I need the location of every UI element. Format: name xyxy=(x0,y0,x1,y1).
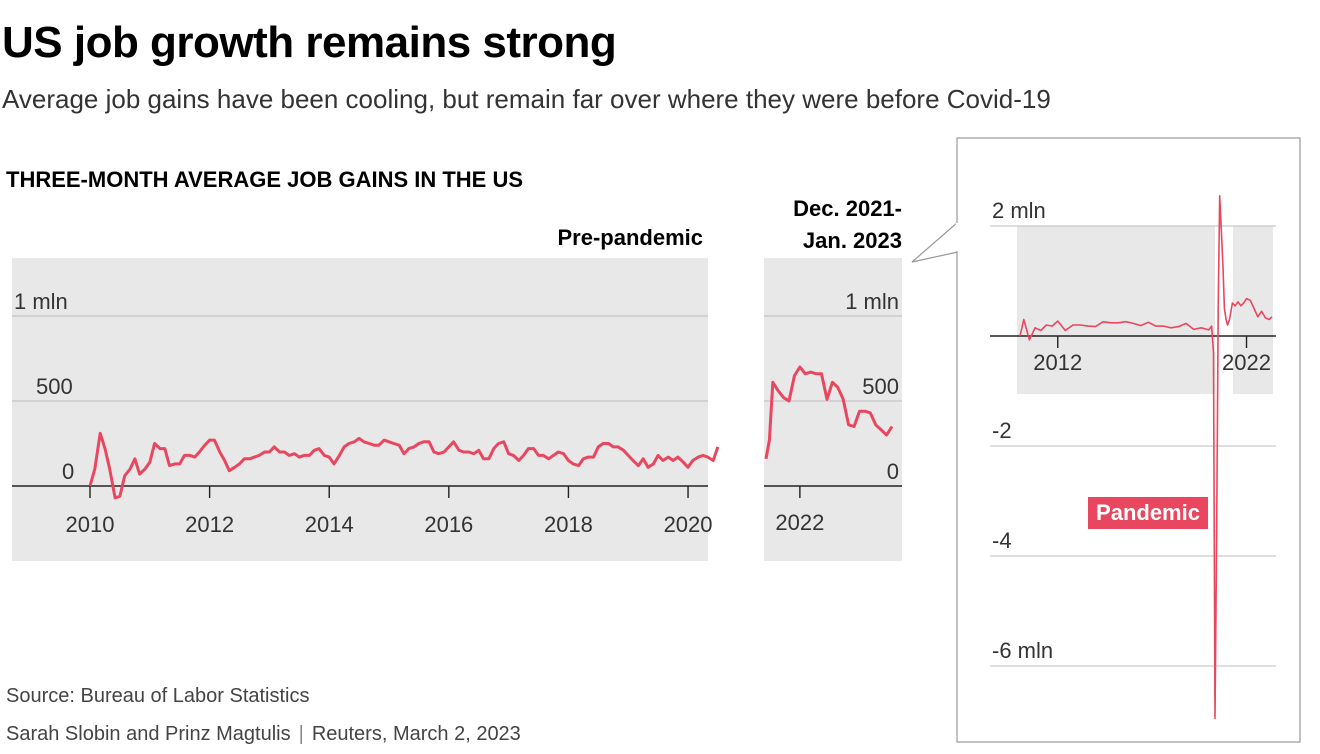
pre-y-tick-label: 0 xyxy=(62,459,74,484)
credit-separator: | xyxy=(298,723,304,745)
full-y-tick-label: 2 mln xyxy=(992,198,1046,223)
recent-y-tick-label: 500 xyxy=(862,374,899,399)
credit-line: Sarah Slobin and Prinz Magtulis | Reuters,… xyxy=(6,723,521,746)
chart-full-series: 2 mln -2 -4 -6 mln 2012 2022 Pandemic xyxy=(911,137,1301,743)
section-label: THREE-MONTH AVERAGE JOB GAINS IN THE US xyxy=(6,167,524,192)
full-shade-pre xyxy=(1017,226,1215,394)
pre-x-tick-label: 2010 xyxy=(66,512,115,537)
recent-title-line: Jan. 2023 xyxy=(803,228,902,253)
pre-pandemic-panel-bg xyxy=(12,258,708,561)
callout-pointer xyxy=(911,221,959,263)
full-x-tick-label: 2022 xyxy=(1222,350,1271,375)
pre-pandemic-title: Pre-pandemic xyxy=(558,225,704,250)
pandemic-label: Pandemic xyxy=(1096,500,1200,525)
pre-x-tick-label: 2018 xyxy=(544,512,593,537)
chart-pre-pandemic: 0 500 1 mln 2010 2012 2014 2016 2018 2020 Pre-pan… xyxy=(12,225,720,561)
page-title: US job growth remains strong xyxy=(2,18,617,67)
page-subtitle: Average job gains have been cooling, but… xyxy=(2,84,1051,114)
source-note: Source: Bureau of Labor Statistics xyxy=(6,685,310,707)
pandemic-label-bg xyxy=(1088,497,1208,529)
credit-authors: Sarah Slobin and Prinz Magtulis xyxy=(6,723,291,745)
pre-y-tick-label: 1 mln xyxy=(14,289,68,314)
full-y-tick-label: -4 xyxy=(992,528,1012,553)
pre-y-tick-label: 500 xyxy=(36,374,73,399)
recent-line xyxy=(764,365,894,460)
full-shade-recent xyxy=(1233,226,1273,394)
full-x-tick-label: 2012 xyxy=(1033,350,1082,375)
pre-x-tick-label: 2020 xyxy=(664,512,713,537)
recent-y-tick-label: 0 xyxy=(887,459,899,484)
recent-panel-bg xyxy=(764,258,902,561)
recent-title-line: Dec. 2021- xyxy=(793,196,902,221)
full-y-tick-label: -2 xyxy=(992,418,1012,443)
recent-x-tick-label: 2022 xyxy=(775,510,824,535)
pre-x-tick-label: 2014 xyxy=(305,512,354,537)
pre-x-tick-label: 2016 xyxy=(424,512,473,537)
pre-pandemic-line xyxy=(88,431,720,500)
pre-x-tick-label: 2012 xyxy=(185,512,234,537)
full-series-line xyxy=(1019,195,1273,720)
chart-recent: 0 500 1 mln 2022 Dec. 2021- Jan. 2023 xyxy=(764,196,902,561)
full-y-tick-label: -6 mln xyxy=(992,638,1053,663)
recent-y-tick-label: 1 mln xyxy=(845,289,899,314)
credit-outlet: Reuters, March 2, 2023 xyxy=(311,723,521,745)
